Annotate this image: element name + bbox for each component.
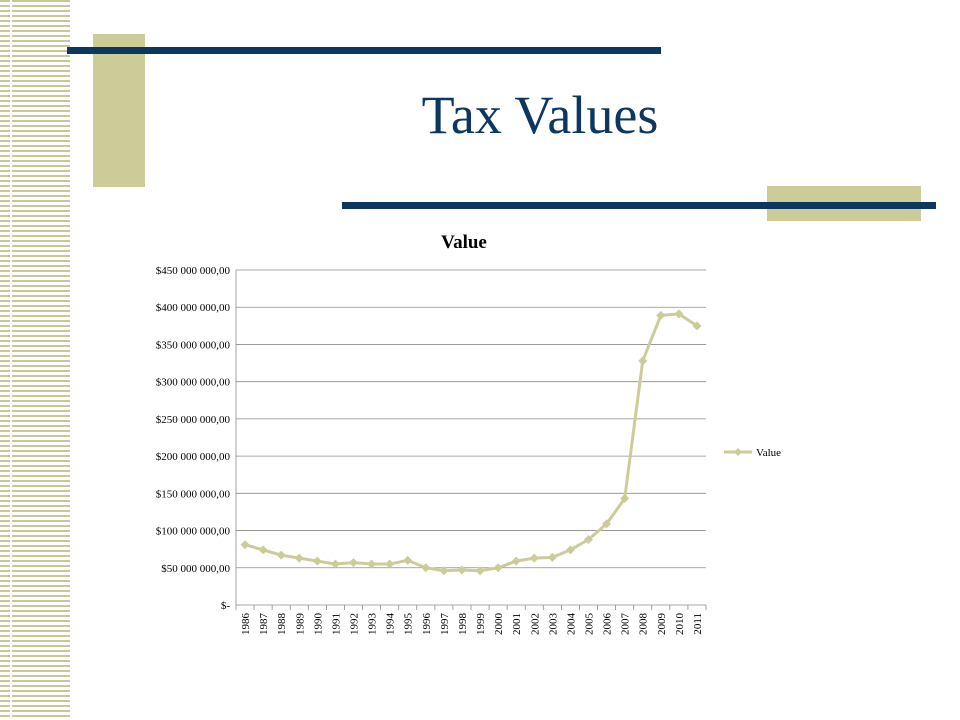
chart-legend: Value [724,447,781,459]
data-point [294,553,304,563]
y-tick-label: $100 000 000,00 [156,526,231,538]
x-tick-label: 2007 [620,613,632,636]
series-line [244,312,698,573]
x-tick-label: 2005 [584,613,596,636]
x-tick-label: 2002 [529,613,541,635]
y-tick-label: $200 000 000,00 [156,451,231,463]
x-tick-label: 2004 [565,613,577,636]
x-tick-label: 1998 [457,613,469,636]
y-tick-label: $400 000 000,00 [156,302,231,314]
data-point [565,545,575,555]
data-point [656,310,666,320]
x-tick-label: 1995 [403,613,415,636]
x-tick-label: 2009 [656,613,668,636]
data-point [584,534,593,544]
x-tick-label: 1994 [385,613,397,636]
data-point [439,566,449,576]
data-point [367,559,377,569]
x-tick-label: 1990 [312,613,324,636]
y-tick-label: $300 000 000,00 [156,377,231,389]
x-tick-label: 1999 [475,613,487,636]
data-point [349,558,358,568]
legend-marker [734,448,742,456]
data-point [493,563,503,573]
data-point [511,556,521,566]
data-point [240,540,250,550]
chart-grid [235,269,706,606]
y-tick-label: $50 000 000,00 [161,563,230,575]
x-tick-label: 2011 [692,613,704,635]
x-tick-label: 1986 [240,613,252,636]
y-tick-label: $250 000 000,00 [156,414,231,426]
data-point [457,565,467,575]
x-tick-label: 1987 [258,613,270,636]
title-bar-bottom [342,202,936,209]
y-tick-label: $350 000 000,00 [156,339,231,351]
data-point [547,552,557,562]
data-point [475,566,485,576]
data-point [330,559,340,569]
x-tick-label: 1997 [439,613,451,636]
legend-label: Value [756,447,781,459]
accent-block-left [93,34,145,187]
data-point [385,559,395,569]
chart-series [240,309,702,576]
x-tick-label: 2001 [511,613,523,635]
x-axis-ticks: 1986 1987 1988 1989 1990 1991 1992 1993 1994 1995… [235,605,707,636]
data-point [602,519,612,529]
x-tick-label: 1988 [276,613,288,636]
data-point [403,555,413,565]
slide-title: Tax Values [421,85,659,145]
x-tick-label: 2000 [493,613,505,636]
x-tick-label: 2006 [602,613,614,636]
data-point [674,309,684,319]
y-tick-label: $150 000 000,00 [156,488,231,500]
data-point [258,545,268,555]
x-tick-label: 2010 [674,613,686,636]
data-point [312,556,322,566]
data-point [620,494,630,504]
data-point [638,356,648,366]
y-axis-ticks: $- $50 000 000,00 $100 000 000,00 $150 000 … [156,265,231,612]
x-tick-label: 1992 [349,613,361,635]
x-tick-label: 1993 [367,613,379,636]
decorative-stripe [0,0,70,720]
title-bar-top [67,47,661,54]
data-point [421,563,431,573]
x-tick-label: 2003 [547,613,559,636]
data-point [529,553,539,563]
y-tick-label: $450 000 000,00 [156,265,231,277]
y-tick-label: $- [221,600,231,612]
data-point [692,321,702,331]
x-tick-label: 1996 [421,613,433,636]
x-tick-label: 1991 [330,613,342,635]
chart-title: Value [441,232,487,253]
data-point [276,550,286,560]
x-tick-label: 1989 [294,613,306,636]
x-tick-label: 2008 [638,613,650,636]
